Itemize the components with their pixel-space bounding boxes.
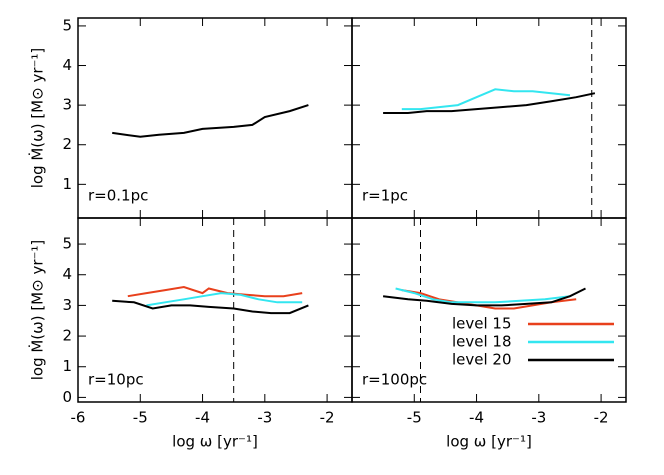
y-tick-label: 5: [62, 16, 72, 34]
y-tick-label: 2: [62, 327, 72, 345]
series-line: [112, 299, 309, 315]
y-tick-label: 3: [62, 296, 72, 314]
x-tick-label: -4: [469, 409, 484, 427]
x-tick-label: -6: [71, 409, 86, 427]
panel-annotation: r=0.1pc: [88, 187, 148, 205]
y-tick-label: 4: [62, 265, 72, 283]
x-tick-label: -5: [407, 409, 422, 427]
series-line: [127, 285, 303, 298]
y-tick-label: 1: [62, 357, 72, 375]
y-axis-label: log Ṁ(ω) [M⊙ yr⁻¹]: [28, 48, 47, 189]
series-line: [146, 292, 303, 307]
legend-label: level 15: [452, 315, 512, 333]
x-tick-label: -4: [195, 409, 210, 427]
panel-annotation: r=100pc: [362, 371, 427, 389]
y-tick-label: 1: [62, 175, 72, 193]
y-tick-label: 3: [62, 96, 72, 114]
x-tick-label: -2: [594, 409, 609, 427]
panel-frame: [351, 217, 627, 403]
panel-annotation: r=1pc: [362, 187, 408, 205]
panel-annotation: r=10pc: [88, 371, 144, 389]
series-line: [382, 287, 586, 307]
series-line: [395, 287, 571, 304]
x-tick-label: -5: [133, 409, 148, 427]
y-axis-label: log Ṁ(ω) [M⊙ yr⁻¹]: [28, 240, 47, 381]
legend-label: level 20: [452, 351, 512, 369]
y-tick-label: 0: [62, 388, 72, 406]
series-line: [112, 104, 309, 138]
x-axis-label: log ω [yr⁻¹]: [446, 433, 532, 451]
legend-label: level 18: [452, 333, 512, 351]
x-tick-label: -3: [531, 409, 546, 427]
y-tick-label: 5: [62, 235, 72, 253]
series-line: [401, 88, 571, 111]
x-axis-label: log ω [yr⁻¹]: [172, 433, 258, 451]
x-tick-label: -2: [320, 409, 335, 427]
x-tick-label: -3: [257, 409, 272, 427]
y-tick-label: 2: [62, 135, 72, 153]
series-line: [383, 92, 596, 114]
y-tick-label: 4: [62, 56, 72, 74]
